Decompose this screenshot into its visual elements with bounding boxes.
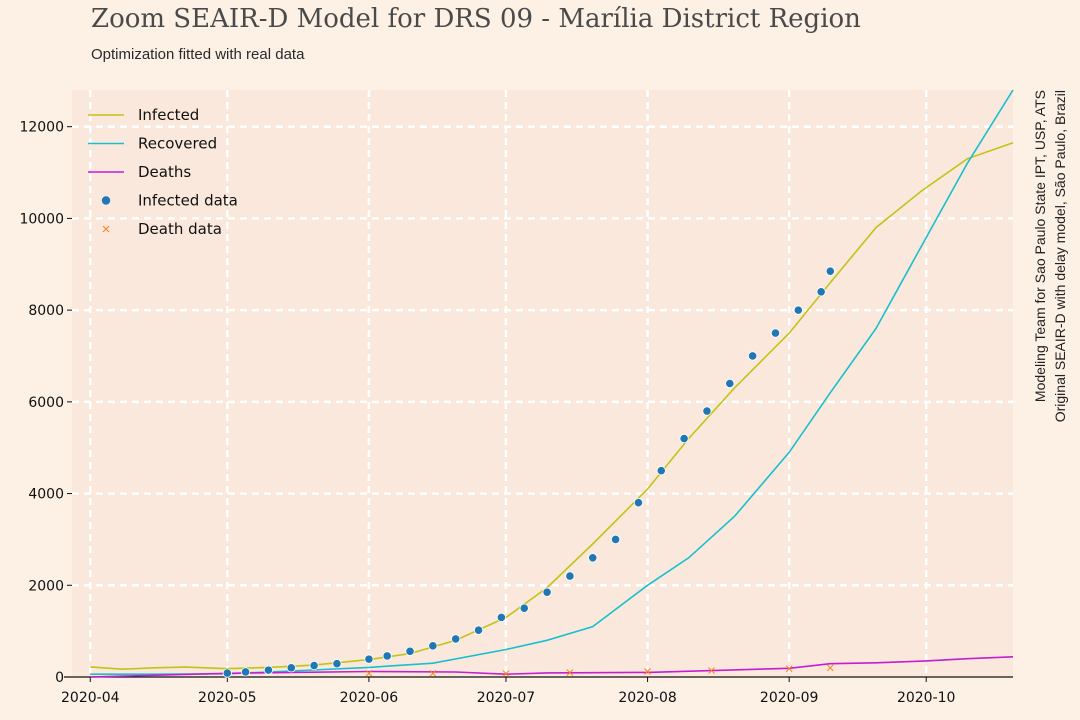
chart-title: Zoom SEAIR-D Model for DRS 09 - Marília … [91,4,861,34]
infected-data-point [770,328,781,338]
y-tick-label: 8000 [28,303,64,319]
infected-data-point [633,498,644,508]
infected-data-point [816,287,826,297]
infected-data-point [702,406,712,416]
x-tick-label: 2020-07 [477,690,536,706]
infected-data-point [793,305,803,315]
x-tick-label: 2020-09 [760,690,819,706]
y-tick-label: 10000 [19,211,64,227]
chart-subtitle: Optimization fitted with real data [91,46,305,63]
x-tick-label: 2020-06 [340,690,399,706]
death-data-point [826,664,834,672]
y-tick-label: 0 [55,670,64,686]
x-tick-label: 2020-10 [897,690,956,706]
death-data-point [429,669,437,677]
infected-data-point [451,634,461,644]
infected-data-point [496,612,506,622]
infected-data-point [610,534,621,545]
deaths-line [90,656,1014,678]
infected-data-point [725,378,735,389]
x-tick-label: 2020-04 [61,690,120,706]
infected-data-point [405,646,415,656]
infected-data-point [748,351,758,361]
x-tick-label: 2020-08 [618,690,677,706]
infected-data-point [588,553,598,563]
legend-recovered-label: Recovered [138,135,217,153]
infected-data-point [364,654,374,664]
infected-data-point [473,625,484,635]
y-tick-label: 12000 [19,120,64,136]
infected-line [90,141,1014,671]
infected-data-point [309,660,319,671]
death-data-point [365,669,373,677]
infected-data-point [222,668,232,678]
legend-infected-label: Infected [138,106,199,124]
death-data-point [708,667,715,674]
legend-death-data-label: Death data [138,220,222,238]
y-tick-label: 2000 [28,578,64,594]
infected-data-point [656,466,666,476]
infected-data-point [679,433,689,444]
infected-data-point [542,587,552,597]
infected-data-point [565,571,575,581]
death-data-point [785,665,793,673]
infected-data-point [428,641,438,651]
death-data-point [566,669,574,676]
legend-death-data-swatch [102,225,110,233]
infected-data-point [825,266,835,276]
infected-data-point [332,659,342,669]
infected-data-point [286,663,296,673]
infected-data-point [263,665,274,675]
legend-infected-data-swatch [101,196,111,205]
recovered-line [90,89,1014,675]
infected-data-point [382,651,392,661]
y-tick-label: 6000 [28,395,64,411]
death-data-point [502,670,510,677]
y-tick-label: 4000 [28,487,64,503]
infected-data-point [240,667,251,677]
plot-area [72,90,1013,677]
death-data-point [644,668,651,675]
x-tick-label: 2020-05 [198,690,257,706]
infected-data-point [519,603,529,613]
legend-infected-data-label: Infected data [138,192,238,210]
legend-deaths-label: Deaths [138,163,191,181]
